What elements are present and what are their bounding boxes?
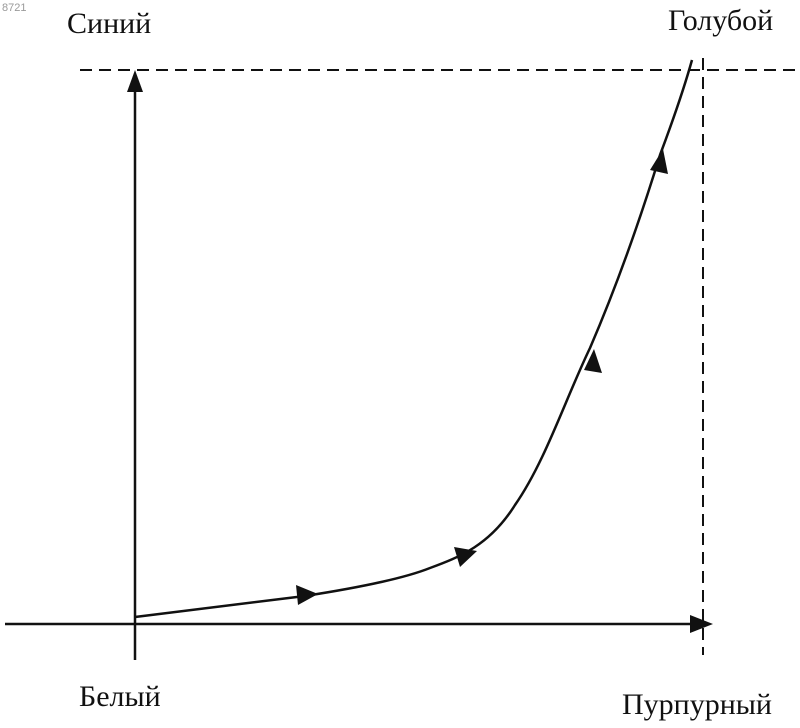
label-magenta: Пурпурный bbox=[622, 688, 772, 721]
label-white: Белый bbox=[79, 680, 161, 713]
curve-direction-arrow-1 bbox=[296, 585, 318, 605]
curve-direction-arrow-4 bbox=[650, 149, 668, 174]
label-cyan: Голубой bbox=[668, 4, 773, 37]
watermark-number: 8721 bbox=[2, 2, 26, 14]
horizontal-axis-arrowhead bbox=[690, 615, 713, 633]
curve-direction-arrow-2 bbox=[454, 547, 477, 567]
transition-curve bbox=[135, 60, 692, 617]
vertical-axis-arrowhead bbox=[127, 70, 143, 92]
label-blue: Синий bbox=[67, 7, 151, 40]
